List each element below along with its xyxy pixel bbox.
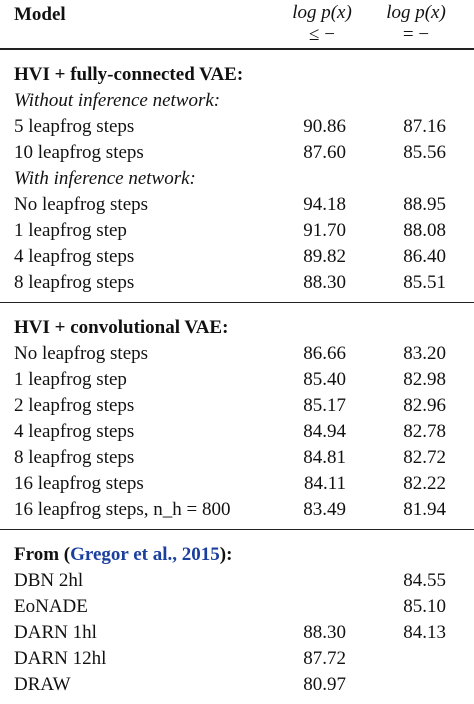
row-value-estimate: 82.98 xyxy=(403,369,446,390)
row-value-upper-bound: 94.18 xyxy=(303,194,346,215)
row-label: No leapfrog steps xyxy=(14,343,149,364)
row-label: 1 leapfrog step xyxy=(14,369,127,390)
row-label: No leapfrog steps xyxy=(14,194,149,215)
table-row: 10 leapfrog steps 87.60 85.56 xyxy=(0,140,474,166)
row-value-upper-bound: 89.82 xyxy=(303,246,346,267)
table-row: DARN 12hl 87.72 xyxy=(0,646,474,672)
row-value-estimate: 82.96 xyxy=(403,395,446,416)
section-gregor: From (Gregor et al., 2015): DBN 2hl 84.5… xyxy=(0,530,474,704)
table-row: 1 leapfrog step 85.40 82.98 xyxy=(0,367,474,393)
row-value-estimate: 85.10 xyxy=(403,596,446,617)
row-value-upper-bound: 80.97 xyxy=(303,674,346,695)
row-label: 5 leapfrog steps xyxy=(14,116,135,137)
col2-header-line2: = − xyxy=(402,24,430,45)
row-value-upper-bound: 87.72 xyxy=(303,648,346,669)
col2-header: log p(x) = − xyxy=(366,2,466,46)
row-value-upper-bound: 84.94 xyxy=(303,421,346,442)
model-column-header: Model xyxy=(14,4,66,25)
row-value-upper-bound: 91.70 xyxy=(303,220,346,241)
row-label: DBN 2hl xyxy=(14,570,84,591)
row-value-estimate: 82.22 xyxy=(403,473,446,494)
row-label: EoNADE xyxy=(14,596,88,617)
row-label: 4 leapfrog steps xyxy=(14,421,135,442)
table-row: DBN 2hl 84.55 xyxy=(0,568,474,594)
table-row: 8 leapfrog steps 88.30 85.51 xyxy=(0,270,474,296)
row-value-upper-bound: 83.49 xyxy=(303,499,346,520)
row-value-upper-bound: 84.81 xyxy=(303,447,346,468)
section-convolutional: HVI + convolutional VAE: No leapfrog ste… xyxy=(0,303,474,529)
row-label: 8 leapfrog steps xyxy=(14,447,135,468)
section-title: HVI + convolutional VAE: xyxy=(14,317,229,338)
table-row: No leapfrog steps 94.18 88.95 xyxy=(0,192,474,218)
row-value-upper-bound: 85.40 xyxy=(303,369,346,390)
table-row: No leapfrog steps 86.66 83.20 xyxy=(0,341,474,367)
table-row: 2 leapfrog steps 85.17 82.96 xyxy=(0,393,474,419)
section-title: From (Gregor et al., 2015): xyxy=(0,542,474,568)
row-value-estimate: 83.20 xyxy=(403,343,446,364)
table-row: 8 leapfrog steps 84.81 82.72 xyxy=(0,445,474,471)
col1-header-line1: log p(x) xyxy=(292,2,352,23)
row-value-upper-bound: 87.60 xyxy=(303,142,346,163)
table-row: 5 leapfrog steps 90.86 87.16 xyxy=(0,114,474,140)
row-label: 10 leapfrog steps xyxy=(14,142,144,163)
section-rule xyxy=(0,302,474,303)
row-label: 1 leapfrog step xyxy=(14,220,127,241)
row-label: DARN 12hl xyxy=(14,648,107,669)
row-label: 2 leapfrog steps xyxy=(14,395,135,416)
row-value-upper-bound: 90.86 xyxy=(303,116,346,137)
section-title: HVI + fully-connected VAE: xyxy=(14,64,244,85)
row-value-upper-bound: 85.17 xyxy=(303,395,346,416)
row-value-estimate: 82.78 xyxy=(403,421,446,442)
row-value-estimate: 88.95 xyxy=(403,194,446,215)
table-row: 1 leapfrog step 91.70 88.08 xyxy=(0,218,474,244)
row-value-upper-bound: 86.66 xyxy=(303,343,346,364)
section-fully-connected: HVI + fully-connected VAE: Without infer… xyxy=(0,50,474,302)
table-row: 16 leapfrog steps 84.11 82.22 xyxy=(0,471,474,497)
row-value-estimate: 85.56 xyxy=(403,142,446,163)
table-row: 4 leapfrog steps 89.82 86.40 xyxy=(0,244,474,270)
row-label: DRAW xyxy=(14,674,71,695)
row-value-estimate: 88.08 xyxy=(403,220,446,241)
section-title-prefix: From ( xyxy=(14,544,71,565)
row-value-upper-bound: 84.11 xyxy=(303,473,346,494)
table-header: Model log p(x) ≤ − log p(x) = − xyxy=(0,0,474,48)
table-row: DARN 1hl 88.30 84.13 xyxy=(0,620,474,646)
section-title-suffix: ): xyxy=(219,544,233,565)
row-label: 16 leapfrog steps, n_h = 800 xyxy=(14,499,231,520)
citation-link[interactable]: Gregor et al., 2015 xyxy=(70,544,220,565)
row-label: 4 leapfrog steps xyxy=(14,246,135,267)
table-row: 16 leapfrog steps, n_h = 800 83.49 81.94 xyxy=(0,497,474,523)
row-value-estimate: 86.40 xyxy=(403,246,446,267)
row-value-upper-bound: 88.30 xyxy=(303,622,346,643)
section-subtitle: With inference network: xyxy=(14,168,196,189)
row-label: 16 leapfrog steps xyxy=(14,473,144,494)
row-value-estimate: 87.16 xyxy=(403,116,446,137)
row-value-estimate: 81.94 xyxy=(403,499,446,520)
row-value-estimate: 82.72 xyxy=(403,447,446,468)
row-value-estimate: 84.13 xyxy=(403,622,446,643)
row-label: DARN 1hl xyxy=(14,622,97,643)
table-row: 4 leapfrog steps 84.94 82.78 xyxy=(0,419,474,445)
section-subtitle: Without inference network: xyxy=(14,90,221,111)
row-value-estimate: 85.51 xyxy=(403,272,446,293)
table-row: EoNADE 85.10 xyxy=(0,594,474,620)
row-value-estimate: 84.55 xyxy=(403,570,446,591)
header-rule xyxy=(0,48,474,50)
col1-header: log p(x) ≤ − xyxy=(272,2,372,46)
section-rule xyxy=(0,529,474,530)
row-value-upper-bound: 88.30 xyxy=(303,272,346,293)
row-label: 8 leapfrog steps xyxy=(14,272,135,293)
table-row: DRAW 80.97 xyxy=(0,672,474,698)
col2-header-line1: log p(x) xyxy=(386,2,446,23)
col1-header-line2: ≤ − xyxy=(309,24,335,45)
